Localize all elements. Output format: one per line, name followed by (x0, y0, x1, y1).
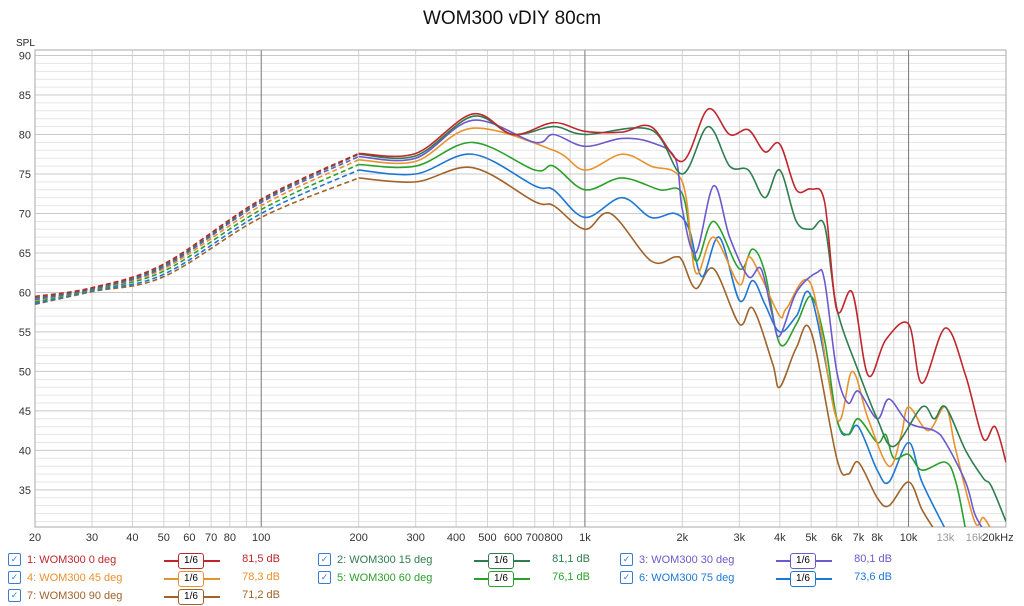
x-tick-label: 80 (224, 532, 236, 544)
y-tick-label: 70 (19, 208, 31, 220)
checkbox[interactable]: ✓ (318, 571, 331, 584)
legend-item[interactable]: ✓ 6: WOM300 75 deg (620, 571, 734, 584)
series-line (358, 141, 966, 527)
level-value: 80,1 dB (854, 553, 892, 565)
series-label: 2: WOM300 15 deg (337, 553, 433, 566)
smoothing-button[interactable]: 1/6 (178, 553, 204, 569)
x-tick-label: 300 (406, 532, 424, 544)
x-tick-label: 60 (183, 532, 195, 544)
x-tick-label: 30 (86, 532, 98, 544)
checkbox[interactable]: ✓ (8, 571, 21, 584)
x-tick-label: 800 (544, 532, 562, 544)
series-line-dashed (35, 153, 360, 299)
x-tick-label: 5k (805, 532, 817, 544)
series-line (358, 115, 1006, 522)
smoothing-button[interactable]: 1/6 (178, 571, 204, 587)
level-value: 78,3 dB (242, 571, 280, 583)
level-value: 71,2 dB (242, 589, 280, 601)
smoothing-button[interactable]: 1/6 (790, 553, 816, 569)
legend-item[interactable]: ✓ 4: WOM300 45 deg (8, 571, 122, 584)
series-label: 1: WOM300 0 deg (27, 553, 117, 566)
x-tick-label: 500 (478, 532, 496, 544)
x-tick-label: 700 (526, 532, 544, 544)
checkbox[interactable]: ✓ (318, 553, 331, 566)
x-tick-label: 10k (900, 532, 918, 544)
x-tick-label: 600 (504, 532, 522, 544)
checkbox[interactable]: ✓ (620, 553, 633, 566)
legend-item[interactable]: ✓ 7: WOM300 90 deg (8, 589, 122, 602)
x-tick-label: 16k (966, 532, 984, 544)
legend-item[interactable]: ✓ 2: WOM300 15 deg (318, 553, 432, 566)
series-label: 6: WOM300 75 deg (639, 571, 735, 584)
y-tick-label: 45 (19, 406, 31, 418)
series-line-dashed (35, 152, 360, 298)
x-tick-label: 400 (447, 532, 465, 544)
x-tick-label: 6k (831, 532, 843, 544)
checkbox[interactable]: ✓ (8, 589, 21, 602)
x-tick-label: 4k (774, 532, 786, 544)
plot-border (34, 49, 1007, 528)
x-tick-label: 1k (579, 532, 591, 544)
y-tick-label: 40 (19, 445, 31, 457)
y-tick-label: 35 (19, 485, 31, 497)
x-tick-label: 20kHz (982, 532, 1013, 544)
series-line (358, 127, 991, 527)
x-tick-label: 100 (252, 532, 270, 544)
level-value: 81,5 dB (242, 553, 280, 565)
legend-item[interactable]: ✓ 3: WOM300 30 deg (620, 553, 734, 566)
y-tick-label: 50 (19, 366, 31, 378)
smoothing-button[interactable]: 1/6 (488, 571, 514, 587)
y-tick-label: 55 (19, 327, 31, 339)
y-axis-label: SPL (16, 38, 35, 49)
curves (35, 108, 1006, 527)
x-tick-label: 50 (158, 532, 170, 544)
y-tick-label: 90 (19, 51, 31, 63)
y-tick-label: 60 (19, 287, 31, 299)
checkbox[interactable]: ✓ (8, 553, 21, 566)
x-tick-label: 8k (871, 532, 883, 544)
series-line (358, 119, 983, 527)
level-value: 76,1 dB (552, 571, 590, 583)
smoothing-button[interactable]: 1/6 (790, 571, 816, 587)
series-label: 7: WOM300 90 deg (27, 589, 123, 602)
x-tick-label: 200 (349, 532, 367, 544)
y-tick-label: 75 (19, 169, 31, 181)
legend-item[interactable]: ✓ 1: WOM300 0 deg (8, 553, 116, 566)
series-line-dashed (35, 159, 360, 302)
series-label: 3: WOM300 30 deg (639, 553, 735, 566)
y-tick-label: 80 (19, 130, 31, 142)
smoothing-button[interactable]: 1/6 (178, 589, 204, 605)
series-label: 4: WOM300 45 deg (27, 571, 123, 584)
x-tick-label: 13k (937, 532, 955, 544)
x-tick-label: 2k (677, 532, 689, 544)
series-line-dashed (35, 177, 359, 306)
checkbox[interactable]: ✓ (620, 571, 633, 584)
level-value: 81,1 dB (552, 553, 590, 565)
y-tick-label: 85 (19, 90, 31, 102)
series-label: 5: WOM300 60 deg (337, 571, 433, 584)
series-line-dashed (35, 163, 360, 303)
x-tick-label: 40 (126, 532, 138, 544)
x-tick-label: 7k (853, 532, 865, 544)
series-line (358, 153, 946, 527)
x-tick-label: 20 (29, 532, 41, 544)
chart-title: WOM300 vDIY 80cm (422, 8, 602, 29)
x-tick-label: 70 (205, 532, 217, 544)
level-value: 73,6 dB (854, 571, 892, 583)
legend-item[interactable]: ✓ 5: WOM300 60 deg (318, 571, 432, 584)
series-line (358, 108, 1006, 463)
x-tick-label: 3k (734, 532, 746, 544)
y-tick-label: 65 (19, 248, 31, 260)
series-line-dashed (35, 155, 360, 301)
series-line (358, 166, 934, 527)
smoothing-button[interactable]: 1/6 (488, 553, 514, 569)
